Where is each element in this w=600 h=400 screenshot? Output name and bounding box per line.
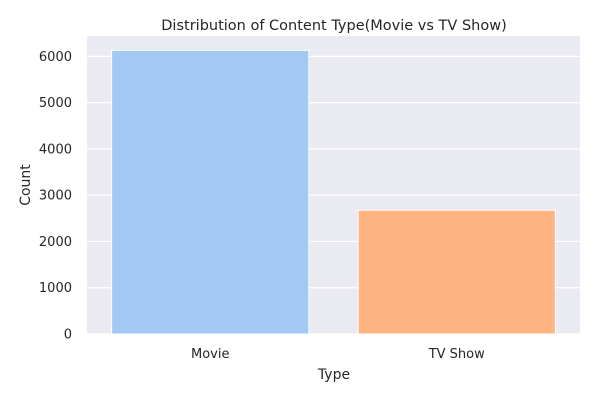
bar-movie — [111, 49, 310, 335]
y-axis-ticks: 0 1000 2000 3000 4000 5000 6000 — [39, 50, 72, 343]
y-axis-label: Count — [18, 164, 34, 206]
chart-title: Distribution of Content Type(Movie vs TV… — [161, 18, 506, 34]
y-tick-label: 1000 — [39, 281, 72, 296]
y-tick-label: 4000 — [39, 142, 72, 157]
y-tick-label: 5000 — [39, 96, 72, 111]
y-tick-label: 0 — [64, 328, 72, 343]
x-axis-ticks: Movie TV Show — [191, 347, 485, 362]
y-tick-label: 3000 — [39, 189, 72, 204]
bar-tv-show — [357, 209, 556, 335]
x-axis-label: Type — [317, 367, 350, 383]
y-tick-label: 6000 — [39, 50, 72, 65]
x-tick-label: TV Show — [428, 347, 485, 362]
bars — [111, 49, 556, 335]
y-tick-label: 2000 — [39, 235, 72, 250]
x-tick-label: Movie — [191, 347, 229, 362]
